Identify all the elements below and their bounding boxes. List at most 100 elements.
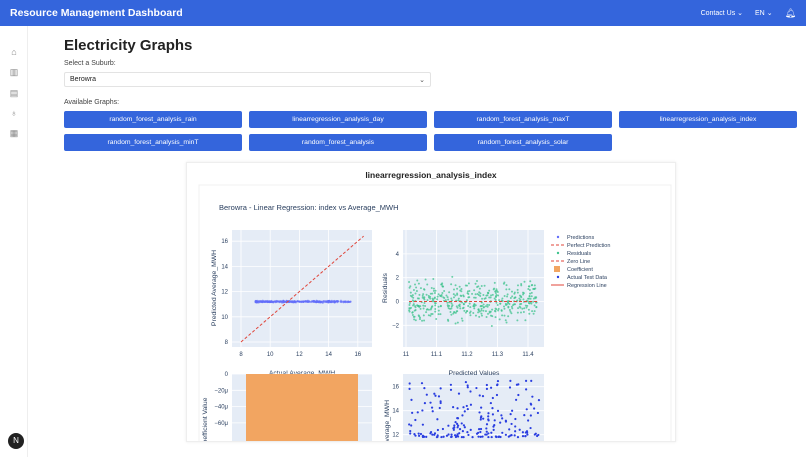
actual-test-point [460,422,463,425]
residual-point [427,314,430,317]
suburb-select[interactable]: Berowra ⌄ [64,72,431,87]
residual-point [436,298,439,301]
residual-point [463,309,466,312]
residual-point [484,305,487,308]
residual-point [427,308,430,311]
residual-point [528,289,531,292]
residual-point [460,290,463,293]
actual-test-point [491,413,495,416]
residual-point [411,311,414,314]
residual-point [429,297,432,300]
actual-test-point [458,432,461,435]
prediction-point [335,300,338,303]
residual-point [474,304,477,307]
residual-point [493,297,496,300]
actual-test-point [417,432,420,435]
actual-test-point [445,434,449,437]
actual-test-point [452,406,455,409]
actual-test-point [527,419,530,422]
residual-point [474,314,477,317]
graph-button-mint[interactable]: random_forest_analysis_minT [64,134,242,151]
graph-button-maxt[interactable]: random_forest_analysis_maxT [434,111,612,128]
help-button[interactable]: N [8,433,24,449]
residual-point [434,304,437,307]
regression-figure: Berowra - Linear Regression: index vs Av… [198,184,672,441]
book-icon[interactable]: ▦ [9,128,19,138]
actual-test-point [521,435,525,438]
residual-point [441,282,444,285]
residual-point [452,296,455,299]
residual-point [436,295,439,298]
language-dropdown[interactable]: EN ⌄ [755,10,773,17]
x-tick-label: 11.2 [461,352,473,358]
residual-point [434,307,437,310]
residual-point [449,310,452,313]
residual-point [416,279,419,282]
residual-point [505,284,508,287]
actual-test-point [501,417,504,420]
prediction-point [312,299,315,302]
residual-point [522,311,525,314]
lightbulb-icon[interactable]: ♁ [10,108,18,118]
prediction-point [319,301,322,304]
residual-point [526,304,529,307]
contact-us-dropdown[interactable]: Contact Us ⌄ [700,10,744,17]
residual-point [474,296,477,299]
residual-point [478,291,481,294]
residual-point [468,302,471,305]
residual-point [443,296,446,299]
actual-test-point [498,435,501,438]
residual-point [511,295,514,298]
actual-test-point [410,424,413,427]
x-axis-label: Predicted Values [449,370,500,377]
graph-button-rf[interactable]: random_forest_analysis [249,134,427,151]
actual-test-point [433,432,437,435]
y-tick-label: −40μ [214,405,228,411]
y-tick-label: 16 [221,239,228,245]
legend-marker-icon [556,275,560,279]
residual-point [486,303,489,306]
residual-point [523,280,526,283]
graph-button-lr-day[interactable]: linearregression_analysis_day [249,111,427,128]
residual-point [482,305,485,308]
actual-test-point [533,407,536,410]
residual-point [516,311,519,314]
residual-point [501,297,504,300]
actual-test-point [529,414,532,417]
residual-point [447,307,450,310]
residual-point [488,289,491,292]
actual-test-point [536,411,540,415]
x-tick-label: 11.4 [522,352,534,358]
residual-point [447,305,450,308]
residual-point [418,315,421,318]
residual-point [495,289,498,292]
residual-point [489,296,492,299]
home-icon[interactable]: ⌂ [11,47,17,57]
chart-icon[interactable]: ▥ [9,67,19,77]
residual-point [495,301,498,304]
bell-icon[interactable]: 🔔︎ [784,7,796,18]
residual-point [437,293,440,296]
actual-test-point [514,425,517,428]
graph-card: linearregression_analysis_index Berowra … [186,162,676,442]
residual-point [517,307,520,310]
residual-point [423,301,426,304]
residual-point [419,287,422,290]
residual-point [467,282,470,285]
residual-point [408,281,411,284]
residual-point [510,312,513,315]
actual-test-point [458,428,462,431]
residual-point [519,311,522,314]
residual-point [456,292,459,295]
document-icon[interactable]: ▤ [9,88,19,98]
prediction-point [331,301,334,304]
graph-button-solar[interactable]: random_forest_analysis_solar [434,134,612,151]
residual-point [440,294,443,297]
graph-button-lr-index[interactable]: linearregression_analysis_index [619,111,797,128]
residual-point [529,297,532,300]
y-tick-label: −60μ [214,421,228,427]
actual-test-point [469,390,472,393]
residual-point [528,302,531,305]
graph-button-rain[interactable]: random_forest_analysis_rain [64,111,242,128]
residual-point [487,312,490,315]
